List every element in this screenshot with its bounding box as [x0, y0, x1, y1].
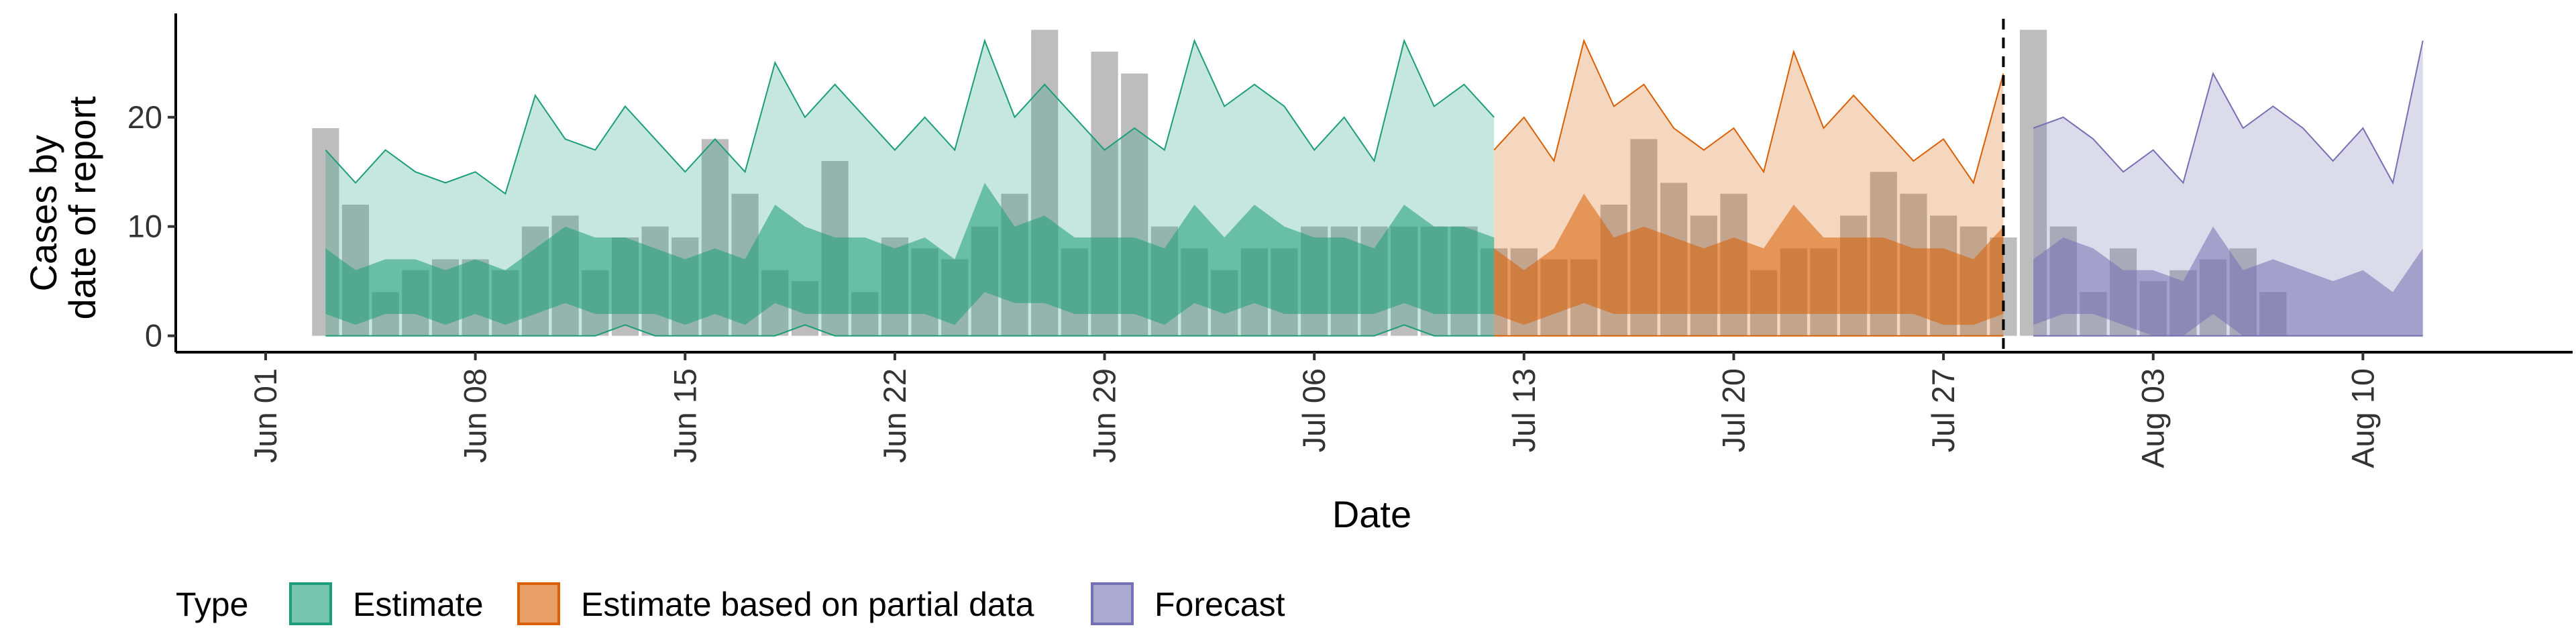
x-tick-label: Jun 22 — [877, 368, 912, 463]
legend-key-partial — [517, 582, 560, 625]
estimate-upper-line — [325, 38, 1495, 195]
estimate-lower-line — [325, 324, 1495, 337]
x-axis-ticks: Jun 01 Jun 08 Jun 15 Jun 22 Jun 29 Jul 06 Jul … — [248, 352, 2380, 468]
x-tick-label: Aug 10 — [2345, 368, 2380, 468]
x-tick-label: Jun 15 — [667, 368, 702, 463]
legend-key-forecast — [1091, 582, 1134, 625]
legend: Type Estimate Estimate based on partial d… — [176, 582, 1285, 626]
forecast-upper-line — [2033, 40, 2424, 185]
x-tick-label: Jun 01 — [248, 368, 283, 463]
legend-label-estimate: Estimate — [353, 586, 484, 623]
partial-band-50 — [1494, 193, 2004, 325]
x-tick-label: Jun 29 — [1087, 368, 1122, 463]
axes: 0 10 20 Jun 01 Jun 08 Jun 15 Jun 22 Jun 29 Jul … — [127, 13, 2573, 468]
estimate-bands — [325, 38, 2424, 337]
legend-title: Type — [176, 586, 248, 623]
partial-upper-line — [1493, 38, 2004, 184]
y-axis-ticks: 0 10 20 — [127, 99, 176, 354]
x-tick-label: Jul 27 — [1925, 368, 1961, 452]
x-tick-label: Jul 06 — [1296, 368, 1332, 452]
legend-label-forecast: Forecast — [1155, 586, 1285, 623]
x-tick-label: Aug 03 — [2135, 368, 2171, 468]
x-axis-title: Date — [1332, 493, 1411, 535]
y-tick-label: 10 — [127, 209, 162, 244]
x-tick-label: Jul 13 — [1506, 368, 1542, 452]
x-tick-label: Jun 08 — [458, 368, 493, 463]
legend-key-estimate — [289, 582, 332, 625]
y-axis-title-line-2: date of report — [61, 96, 103, 320]
estimate-band-50 — [325, 182, 1495, 325]
legend-label-partial: Estimate based on partial data — [581, 586, 1034, 623]
y-axis-title: Cases by date of report — [22, 96, 103, 320]
y-tick-label: 20 — [127, 99, 162, 135]
y-axis-title-line-1: Cases by — [22, 135, 64, 291]
y-tick-label: 0 — [145, 318, 162, 354]
forecast-band-90 — [2033, 40, 2423, 336]
forecast-band-50 — [2033, 226, 2423, 336]
x-tick-label: Jul 20 — [1716, 368, 1752, 452]
